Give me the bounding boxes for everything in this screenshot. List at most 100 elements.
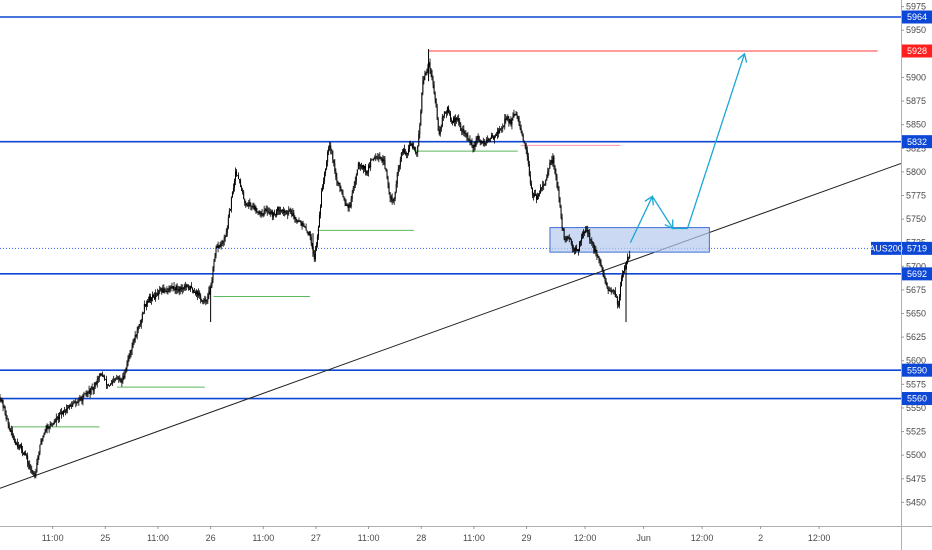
candle-body <box>187 285 189 289</box>
candle-body <box>504 118 506 126</box>
candle-body <box>142 312 144 314</box>
price-axis[interactable]: 5450 5475 5500 5525 5550 5575 5600 5625 5650 5675… <box>901 2 926 508</box>
y-tick-label: 5500 <box>906 450 926 460</box>
candle-body <box>496 134 498 136</box>
x-tick-label: Jun <box>636 533 651 543</box>
candle-body <box>21 444 23 450</box>
candle-body <box>305 227 307 231</box>
candle-body <box>586 229 588 231</box>
candle-body <box>199 292 201 296</box>
candle-body <box>490 135 492 139</box>
candle-body <box>310 237 312 245</box>
candle-body <box>256 211 258 213</box>
candle-body <box>0 396 1 400</box>
candle-body <box>146 301 148 304</box>
candle-body <box>58 413 60 420</box>
candle-body <box>415 150 417 153</box>
candle-body <box>309 232 311 238</box>
candle-body <box>93 386 95 391</box>
ascending-trendline[interactable] <box>0 162 901 489</box>
candle-body <box>134 335 136 342</box>
candle-body <box>358 163 360 166</box>
candle-body <box>88 390 90 392</box>
candle-body <box>341 190 343 194</box>
candle-body <box>147 301 149 302</box>
candle-body <box>164 290 166 293</box>
level-badge-5832 <box>902 135 932 149</box>
candle-body <box>320 191 322 207</box>
level-badge-5692-label: 5692 <box>907 269 927 279</box>
candle-body <box>582 233 584 238</box>
candle-body <box>540 187 542 194</box>
candle-body <box>29 464 31 469</box>
candle-body <box>145 303 147 307</box>
candle-body <box>347 205 349 209</box>
candle-body <box>273 212 275 215</box>
candle-body <box>629 254 631 258</box>
candle-body <box>286 211 288 215</box>
candle-body <box>83 393 85 396</box>
level-badge-5928-label: 5928 <box>907 46 927 56</box>
x-tick-label: 27 <box>311 533 321 543</box>
candle-body <box>443 112 445 116</box>
candle-body <box>205 299 207 302</box>
candle-body <box>527 156 529 164</box>
candle-body <box>78 401 80 402</box>
candle-body <box>87 391 89 394</box>
candle-body <box>519 125 521 129</box>
candle-body <box>100 374 102 375</box>
candle-body <box>213 261 215 268</box>
y-tick-label: 5625 <box>906 332 926 342</box>
candle-body <box>448 112 450 114</box>
candle-body <box>323 180 325 188</box>
consolidation-zone[interactable] <box>549 227 710 253</box>
candle-body <box>585 229 587 233</box>
candle-body <box>475 140 477 147</box>
candle-body <box>303 225 305 227</box>
candle-body <box>450 113 451 121</box>
time-axis[interactable]: 11:00 25 11:00 26 11:00 27 11:00 28 11:00 29 12:00… <box>42 526 831 543</box>
candle-body <box>10 430 12 432</box>
candle-body <box>9 428 11 432</box>
candle-body <box>4 406 6 415</box>
candle-body <box>28 462 30 465</box>
candle-body <box>216 245 218 248</box>
candle-body <box>429 62 431 70</box>
candle-body <box>33 473 35 475</box>
candle-body <box>13 438 15 442</box>
candle-body <box>579 243 581 251</box>
candle-body <box>25 452 27 456</box>
candle-body <box>370 160 372 168</box>
candle-body <box>345 203 347 206</box>
candle-body <box>411 144 413 145</box>
candle-body <box>110 384 112 386</box>
candle-body <box>260 213 262 215</box>
candle-body <box>469 139 471 144</box>
candle-body <box>512 116 514 119</box>
candle-body <box>59 413 61 415</box>
candle-body <box>261 213 263 215</box>
candle-body <box>288 210 290 214</box>
plot-area[interactable] <box>0 0 901 526</box>
candle-body <box>226 227 228 233</box>
candle-body <box>123 375 125 378</box>
candle-body <box>495 135 497 137</box>
candle-body <box>533 194 535 196</box>
candle-body <box>251 205 253 207</box>
y-tick-label: 5525 <box>906 427 926 437</box>
candle-body <box>536 195 538 200</box>
candle-body <box>248 202 250 207</box>
candle-body <box>69 405 71 408</box>
candle-body <box>487 138 489 141</box>
candle-body <box>417 146 419 153</box>
candle-body <box>373 159 375 161</box>
candle-body <box>408 149 410 154</box>
candle-body <box>183 285 185 290</box>
level-badge-5928 <box>902 44 932 58</box>
candle-body <box>609 289 611 292</box>
candle-body <box>471 142 473 148</box>
x-tick-label: 26 <box>206 533 216 543</box>
candle-body <box>259 211 261 215</box>
y-tick-label: 5600 <box>906 356 926 366</box>
